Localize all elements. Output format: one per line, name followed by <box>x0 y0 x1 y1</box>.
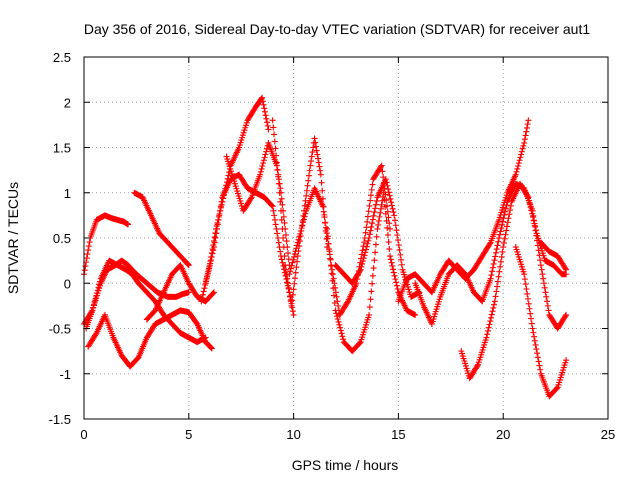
y-tick-label: 0.5 <box>53 231 71 246</box>
series-sat-track-8 <box>202 171 297 318</box>
series-markers <box>269 117 331 309</box>
chart-title: Day 356 of 2016, Sidereal Day-to-day VTE… <box>84 21 591 37</box>
series-markers <box>332 176 423 300</box>
series-sat-track-11 <box>286 162 394 318</box>
series-sat-track-3 <box>83 257 209 346</box>
series-markers <box>85 307 215 370</box>
series-sat-track-5 <box>131 189 192 269</box>
y-tick-label: 2.5 <box>53 50 71 65</box>
series-sat-track-13 <box>332 176 423 300</box>
series-markers <box>286 162 394 318</box>
series-markers <box>131 189 192 269</box>
series-markers <box>512 244 570 400</box>
data-points <box>81 94 570 400</box>
y-tick-label: 1 <box>64 186 71 201</box>
series-markers <box>537 239 570 273</box>
y-tick-label: -0.5 <box>49 322 71 337</box>
series-sat-track-17 <box>512 244 570 400</box>
series-markers <box>83 257 209 346</box>
y-tick-label: -1 <box>59 367 71 382</box>
series-sat-track-16 <box>458 180 570 382</box>
series-sat-track-18 <box>537 239 570 273</box>
x-tick-label: 20 <box>496 427 510 442</box>
y-tick-label: 1.5 <box>53 141 71 156</box>
x-tick-label: 5 <box>185 427 192 442</box>
y-tick-label: 2 <box>64 95 71 110</box>
x-tick-label: 0 <box>80 427 87 442</box>
x-tick-label: 10 <box>286 427 300 442</box>
series-sat-track-12 <box>324 189 419 355</box>
series-markers <box>202 171 297 318</box>
axis-ticks: 0 5 10 15 20 25 -1.5 -1 -0.5 0 0.5 1 1.5 2 2.5 <box>49 50 616 442</box>
y-tick-label: 0 <box>64 276 71 291</box>
series-markers <box>324 189 419 355</box>
x-tick-label: 25 <box>601 427 615 442</box>
series-sat-track-4 <box>85 307 215 370</box>
y-tick-label: -1.5 <box>49 412 71 427</box>
x-axis-label: GPS time / hours <box>292 457 399 473</box>
x-tick-label: 15 <box>391 427 405 442</box>
series-markers <box>458 180 570 382</box>
grid-lines <box>84 57 608 419</box>
series-sat-track-10 <box>269 117 331 309</box>
y-axis-label: SDTVAR / TECUs <box>5 182 21 294</box>
